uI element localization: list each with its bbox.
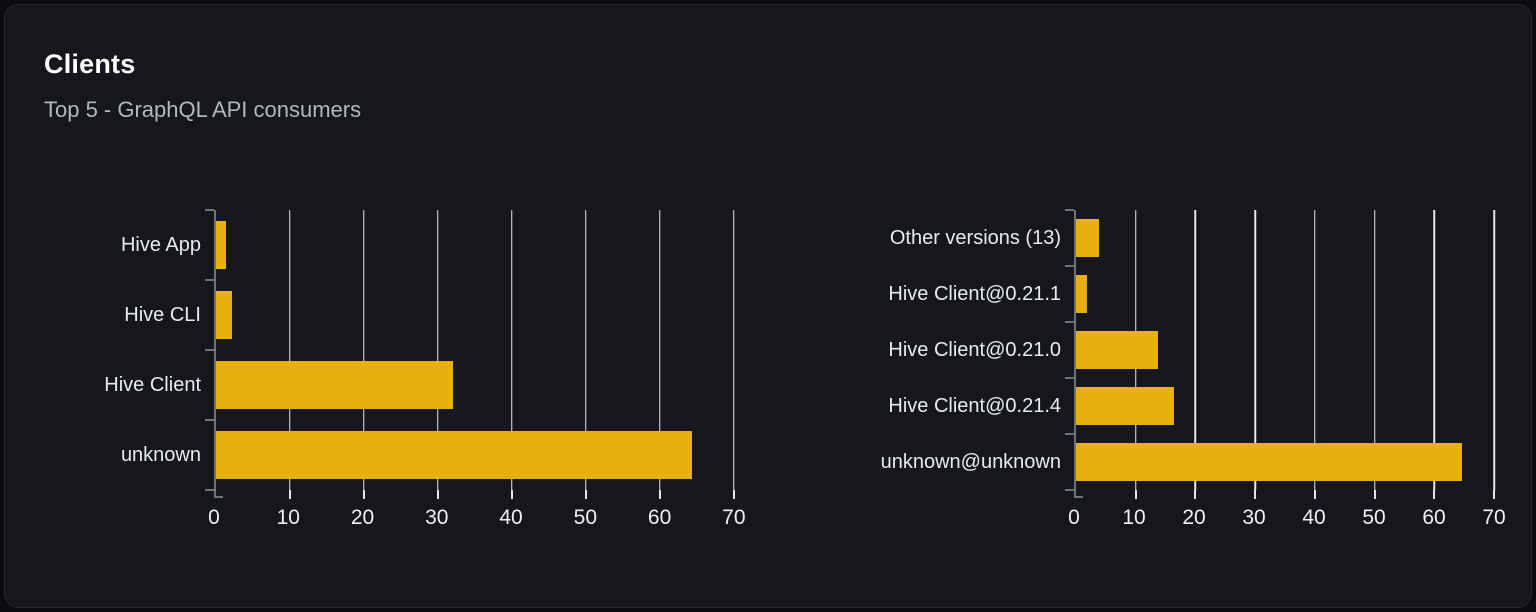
x-axis-labels: 0 10 20 30 40 50 60 70 bbox=[208, 490, 746, 538]
category-label: Other versions (13) bbox=[889, 226, 1061, 249]
category-label: Hive CLI bbox=[124, 303, 201, 326]
gridline bbox=[1194, 210, 1197, 490]
category-label: Hive App bbox=[120, 233, 201, 256]
x-tick-label: 10 bbox=[276, 506, 300, 529]
x-tick-label: 30 bbox=[1242, 506, 1266, 529]
bar-hive-cli[interactable] bbox=[216, 291, 232, 339]
plot-area bbox=[205, 209, 745, 499]
category-label: unknown bbox=[120, 443, 201, 466]
gridline bbox=[1314, 210, 1316, 490]
x-tick-label: 50 bbox=[573, 506, 598, 529]
bar-band bbox=[216, 280, 745, 350]
gridline bbox=[1493, 210, 1495, 490]
y-axis-tick bbox=[205, 419, 214, 421]
bar-hive-client[interactable] bbox=[216, 361, 453, 409]
x-tick-label: 50 bbox=[1362, 506, 1386, 529]
card-title: Clients bbox=[44, 49, 136, 79]
x-tick-label: 20 bbox=[1182, 506, 1206, 529]
y-axis-tick bbox=[1065, 377, 1074, 379]
x-axis-tick bbox=[1373, 490, 1376, 499]
category-label: Hive Client@0.21.4 bbox=[888, 394, 1061, 417]
plot-area bbox=[1065, 209, 1515, 499]
x-axis-tick bbox=[1433, 490, 1436, 499]
bar-hive-client-0-21-1[interactable] bbox=[1076, 274, 1087, 314]
bar-band bbox=[1076, 378, 1515, 434]
gridline bbox=[659, 210, 661, 490]
bars-layer bbox=[216, 210, 745, 490]
x-axis-tick bbox=[1254, 490, 1257, 499]
gridline bbox=[1254, 210, 1256, 490]
bar-hive-client-0-21-0[interactable] bbox=[1076, 330, 1159, 370]
y-axis-tick bbox=[205, 209, 214, 211]
bar-band bbox=[1076, 322, 1515, 378]
bar-band bbox=[1076, 434, 1515, 490]
gridline bbox=[733, 210, 735, 490]
x-tick-label: 20 bbox=[350, 506, 375, 529]
x-tick-label: 0 bbox=[1068, 506, 1080, 529]
axis-corner bbox=[214, 490, 223, 498]
bar-hive-client-0-21-4[interactable] bbox=[1076, 386, 1174, 426]
x-tick-label: 40 bbox=[1302, 506, 1326, 529]
gridline bbox=[289, 210, 291, 490]
x-axis-tick bbox=[436, 490, 439, 499]
x-axis-tick bbox=[1134, 490, 1137, 499]
gridline bbox=[363, 210, 365, 490]
x-tick-label: 70 bbox=[1482, 506, 1506, 529]
gridline bbox=[1433, 210, 1436, 490]
y-axis-tick bbox=[1065, 209, 1074, 211]
y-axis-tick bbox=[1065, 489, 1074, 491]
y-axis-tick bbox=[205, 489, 214, 491]
x-axis-tick bbox=[1313, 490, 1316, 499]
bar-unknown-unknown[interactable] bbox=[1076, 442, 1462, 482]
x-tick-label: 60 bbox=[647, 506, 672, 529]
y-axis-tick bbox=[1065, 265, 1074, 267]
bar-band bbox=[216, 210, 745, 280]
x-tick-label: 10 bbox=[1122, 506, 1146, 529]
x-axis-tick bbox=[732, 490, 735, 499]
gridline bbox=[437, 210, 439, 490]
plot-wrap: 0 10 20 30 40 50 60 70 bbox=[205, 209, 746, 538]
clients-card: Clients Top 5 - GraphQL API consumers Hi… bbox=[4, 4, 1532, 608]
x-axis-tick bbox=[362, 490, 365, 499]
plot-wrap: 0 10 20 30 40 50 60 70 bbox=[1065, 209, 1515, 538]
chart-clients-by-version: Other versions (13) Hive Client@0.21.1 Hiv… bbox=[841, 209, 1515, 538]
bar-band bbox=[216, 420, 745, 490]
gridline bbox=[1373, 210, 1376, 490]
x-axis-tick bbox=[510, 490, 513, 499]
category-label: Hive Client bbox=[104, 373, 201, 396]
x-axis-tick bbox=[1493, 490, 1496, 499]
bar-band bbox=[1076, 266, 1515, 322]
x-tick-label: 40 bbox=[499, 506, 523, 529]
x-axis-tick bbox=[288, 490, 291, 499]
y-axis-tick bbox=[205, 279, 214, 281]
charts-row: Hive App Hive CLI Hive Client unknown 0 10 20 3… bbox=[5, 209, 1531, 555]
bar-band bbox=[216, 350, 745, 420]
x-axis-tick bbox=[584, 490, 587, 499]
gridline bbox=[511, 210, 513, 490]
y-axis-tick bbox=[1065, 321, 1074, 323]
bar-other-versions-13[interactable] bbox=[1076, 218, 1100, 258]
y-axis-tick bbox=[205, 349, 214, 351]
x-tick-label: 60 bbox=[1422, 506, 1446, 529]
bars-layer bbox=[1076, 210, 1515, 490]
bar-band bbox=[1076, 210, 1515, 266]
y-axis-tick bbox=[1065, 433, 1074, 435]
card-subtitle: Top 5 - GraphQL API consumers bbox=[44, 97, 362, 122]
x-axis-tick bbox=[1194, 490, 1197, 499]
category-label: Hive Client@0.21.1 bbox=[888, 282, 1061, 305]
x-axis-tick bbox=[658, 490, 661, 499]
x-tick-label: 0 bbox=[208, 506, 220, 529]
gridline bbox=[585, 210, 587, 490]
bar-unknown[interactable] bbox=[216, 431, 693, 479]
axis-corner bbox=[1074, 490, 1083, 498]
x-tick-label: 70 bbox=[722, 506, 746, 529]
y-axis-labels: Hive App Hive CLI Hive Client unknown bbox=[86, 210, 214, 490]
x-axis-labels: 0 10 20 30 40 50 60 70 bbox=[1068, 490, 1515, 538]
bar-hive-app[interactable] bbox=[216, 221, 227, 269]
chart-clients-by-name: Hive App Hive CLI Hive Client unknown 0 10 20 3… bbox=[86, 209, 746, 538]
y-axis-labels: Other versions (13) Hive Client@0.21.1 Hiv… bbox=[841, 210, 1074, 490]
x-tick-label: 30 bbox=[425, 506, 449, 529]
category-label: unknown@unknown bbox=[880, 450, 1061, 473]
category-label: Hive Client@0.21.0 bbox=[888, 338, 1061, 361]
